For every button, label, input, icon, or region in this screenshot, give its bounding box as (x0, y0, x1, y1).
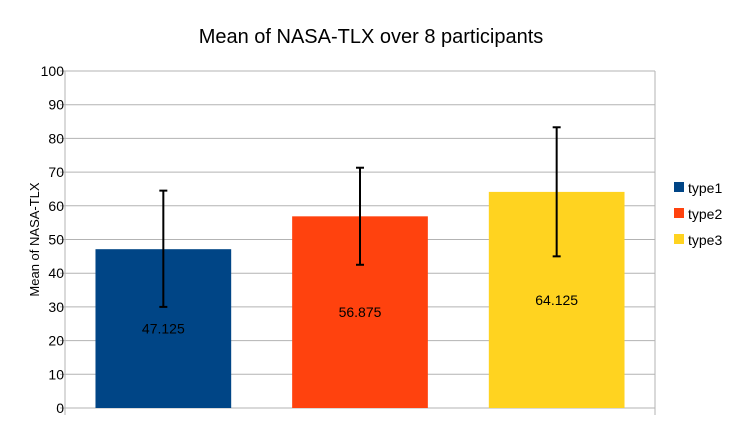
legend-swatch-type1 (674, 182, 684, 192)
y-tick-labels: 0 10 20 30 40 50 60 70 80 90 100 (41, 63, 65, 416)
legend: type1 type2 type3 (674, 180, 722, 248)
y-tick-label-30: 30 (48, 299, 64, 315)
chart-title: Mean of NASA-TLX over 8 participants (199, 26, 544, 48)
data-labels: 47.125 56.875 64.125 (142, 292, 578, 337)
legend-label-type2: type2 (688, 206, 722, 222)
y-tick-label-0: 0 (56, 400, 64, 416)
bars (95, 191, 625, 408)
y-axis-label: Mean of NASA-TLX (27, 182, 42, 296)
legend-swatch-type3 (674, 234, 684, 244)
error-bars (159, 126, 561, 308)
data-label-type2: 56.875 (339, 304, 382, 320)
y-tick-label-40: 40 (48, 265, 64, 281)
legend-label-type3: type3 (688, 232, 722, 248)
y-tick-label-50: 50 (48, 232, 64, 248)
y-tick-label-70: 70 (48, 164, 64, 180)
legend-swatch-type2 (674, 208, 684, 218)
y-tick-label-100: 100 (41, 63, 65, 79)
legend-label-type1: type1 (688, 180, 722, 196)
y-tick-label-10: 10 (48, 366, 64, 382)
data-label-type1: 47.125 (142, 321, 185, 337)
y-tick-label-20: 20 (48, 333, 64, 349)
y-tick-label-60: 60 (48, 198, 64, 214)
y-tick-label-90: 90 (48, 97, 64, 113)
data-label-type3: 64.125 (535, 292, 578, 308)
y-tick-label-80: 80 (48, 130, 64, 146)
